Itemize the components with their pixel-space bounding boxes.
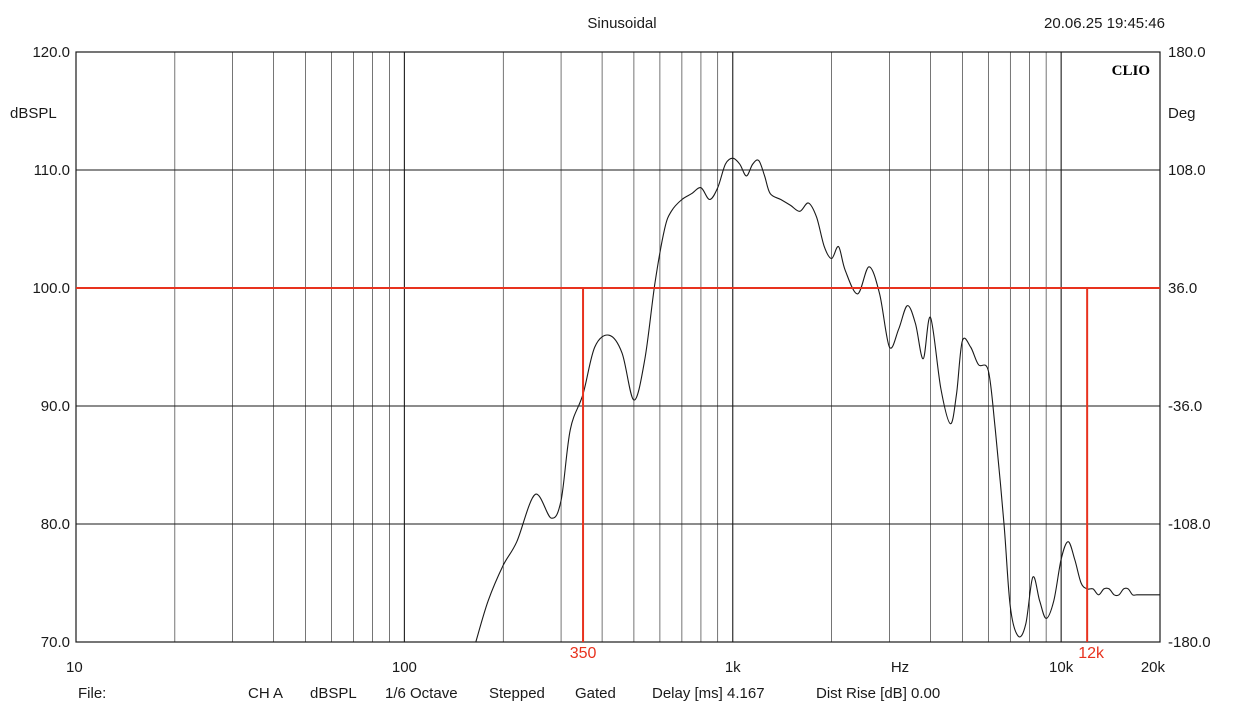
y2-tick-label: 108.0 — [1168, 162, 1206, 179]
x-tick-label: 100 — [392, 659, 417, 676]
y-axis-label: dBSPL — [10, 105, 57, 122]
x-tick-label: 1k — [725, 659, 741, 676]
x-tick-label: 20k — [1141, 659, 1166, 676]
window-info: Gated — [575, 685, 616, 702]
sweep-info: Stepped — [489, 685, 545, 702]
delay-info: Delay [ms] 4.167 — [652, 685, 765, 702]
file-label: File: — [78, 685, 107, 702]
y2-tick-labels: 180.0 108.0 36.0 -36.0 -108.0 -180.0 — [1168, 44, 1211, 651]
x-unit-label: Hz — [891, 659, 909, 676]
y-tick-label: 110.0 — [34, 162, 70, 179]
x-tick-labels: 10 100 1k 10k 20k — [66, 659, 1165, 676]
x-tick-label: 10k — [1049, 659, 1074, 676]
y-tick-label: 120.0 — [32, 44, 70, 61]
smoothing-info: 1/6 Octave — [385, 685, 458, 702]
y-tick-labels: 120.0 110.0 100.0 90.0 80.0 70.0 — [32, 44, 70, 651]
y2-tick-label: 180.0 — [1168, 44, 1206, 61]
y2-tick-label: -108.0 — [1168, 516, 1211, 533]
y2-tick-label: 36.0 — [1168, 280, 1197, 297]
y-tick-label: 100.0 — [32, 280, 70, 297]
brand-logo: CLIO — [1112, 63, 1150, 79]
plot-frame — [75, 51, 1161, 643]
plot-background — [76, 52, 1160, 642]
y2-tick-label: -36.0 — [1168, 398, 1202, 415]
marker-layer: 350 12k — [76, 287, 1160, 662]
unit-info: dBSPL — [310, 685, 357, 702]
y-tick-label: 70.0 — [41, 634, 70, 651]
y2-axis-label: Deg — [1168, 105, 1196, 122]
timestamp: 20.06.25 19:45:46 — [1044, 15, 1165, 32]
series-layer — [475, 157, 1160, 643]
low-cutoff-label: 350 — [570, 645, 597, 662]
y-tick-label: 80.0 — [41, 516, 70, 533]
y-tick-label: 90.0 — [41, 398, 70, 415]
high-cutoff-label: 12k — [1078, 645, 1105, 662]
dist-rise-info: Dist Rise [dB] 0.00 — [816, 685, 941, 702]
chart-title: Sinusoidal — [587, 15, 656, 32]
x-tick-label: 10 — [66, 659, 83, 676]
response-curve — [475, 157, 1160, 643]
footer-bar: File: CH A dBSPL 1/6 Octave Stepped Gate… — [0, 685, 1239, 709]
y2-tick-label: -180.0 — [1168, 634, 1211, 651]
channel-info: CH A — [248, 685, 284, 702]
